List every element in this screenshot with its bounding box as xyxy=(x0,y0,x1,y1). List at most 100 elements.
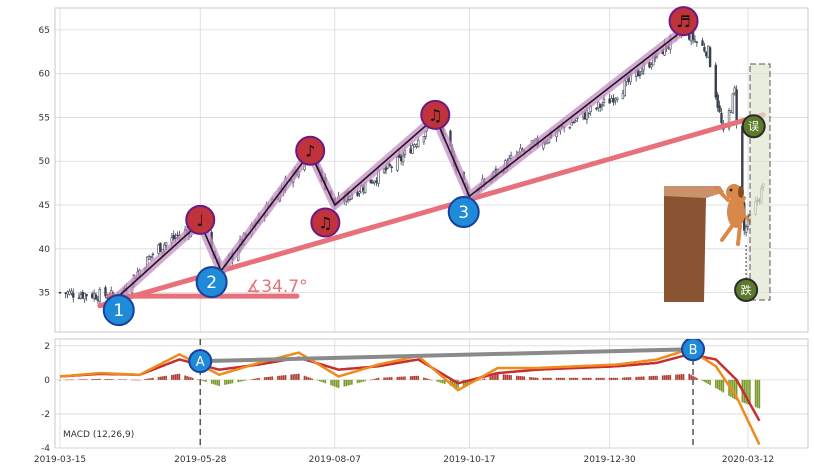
macd-histogram-bar xyxy=(390,377,393,380)
macd-histogram-bar xyxy=(692,375,694,380)
divergence-line xyxy=(198,347,696,364)
macd-histogram-bar xyxy=(411,376,414,380)
candle-body xyxy=(733,87,736,94)
macd-histogram-bar xyxy=(214,379,217,385)
candle-body xyxy=(403,149,407,155)
macd-histogram-bar xyxy=(64,379,67,381)
macd-histogram-bar xyxy=(442,379,444,384)
macd-histogram-bar xyxy=(203,379,205,382)
macd-histogram-bar xyxy=(265,377,268,380)
macd-histogram-bar xyxy=(171,374,173,380)
macd-histogram-bar xyxy=(85,379,88,380)
macd-histogram-bar xyxy=(732,379,734,399)
macd-histogram-bar xyxy=(267,376,270,380)
candle-body xyxy=(701,40,704,46)
candle-body xyxy=(597,101,600,109)
climber-tail xyxy=(743,214,752,224)
macd-histogram-bar xyxy=(627,377,630,380)
macd-histogram-bar xyxy=(570,377,573,380)
candle-body xyxy=(384,167,388,171)
candle-body xyxy=(716,94,719,108)
candle-body xyxy=(147,256,151,260)
macd-histogram-bar xyxy=(428,379,431,380)
macd-histogram-bar xyxy=(546,377,548,380)
macd-histogram-bar xyxy=(493,375,495,380)
macd-histogram-bar xyxy=(349,379,351,386)
macd-histogram-bar xyxy=(125,379,128,381)
macd-histogram-bar xyxy=(548,377,550,380)
macd-histogram-bar xyxy=(163,376,166,380)
candle-body xyxy=(94,294,98,300)
macd-histogram-bar xyxy=(747,379,749,405)
macd-histogram-bar xyxy=(572,377,575,380)
macd-histogram-bar xyxy=(656,375,658,380)
macd-histogram-bar xyxy=(601,377,603,380)
macd-histogram-bar xyxy=(239,379,241,382)
macd-histogram-bar xyxy=(150,378,152,380)
candle-body xyxy=(70,290,73,294)
macd-histogram-bar xyxy=(652,375,655,380)
macd-histogram-bar xyxy=(112,379,114,380)
macd-histogram-bar xyxy=(210,379,213,384)
macd-histogram-bar xyxy=(616,377,619,380)
macd-histogram-bar xyxy=(426,378,429,380)
macd-histogram-bar xyxy=(758,379,761,409)
cliff-shape xyxy=(664,186,724,302)
candle-body xyxy=(375,180,378,183)
green-marker-glyph: 误 xyxy=(748,120,759,133)
macd-histogram-bar xyxy=(212,379,215,385)
macd-histogram-bar xyxy=(443,379,446,384)
macd-histogram-bar xyxy=(387,377,389,380)
macd-histogram-bar xyxy=(224,379,226,385)
candle-body xyxy=(371,182,374,184)
candle-body xyxy=(705,51,708,57)
candle-body xyxy=(81,291,84,299)
candle-body xyxy=(572,122,575,124)
macd-histogram-bar xyxy=(479,379,482,381)
macd-histogram-bar xyxy=(371,379,374,380)
price-y-tick-label: 40 xyxy=(39,245,51,255)
macd-histogram-bar xyxy=(225,379,228,385)
macd-histogram-bar xyxy=(388,377,391,380)
candle-body xyxy=(598,104,602,108)
macd-histogram-bar xyxy=(309,377,311,380)
macd-histogram-bar xyxy=(481,379,484,380)
note-marker-circle xyxy=(310,207,341,238)
macd-histogram-bar xyxy=(625,377,628,380)
highlight-box xyxy=(749,63,771,301)
macd-histogram-bar xyxy=(296,373,298,380)
candle-body xyxy=(98,289,102,302)
macd-histogram-bar xyxy=(174,374,177,380)
macd-histogram-bar xyxy=(377,377,380,380)
price-y-tick-label: 65 xyxy=(39,26,50,36)
macd-histogram-bar xyxy=(284,375,287,380)
macd-histogram-bar xyxy=(178,373,181,380)
macd-histogram-bar xyxy=(280,375,283,380)
macd-histogram-bar xyxy=(635,376,637,380)
candle-body xyxy=(68,290,71,295)
macd-histogram-bar xyxy=(398,376,401,380)
macd-histogram-bar xyxy=(440,379,442,383)
cliff-edge xyxy=(664,186,724,198)
candle-body xyxy=(703,46,706,52)
macd-histogram-bar xyxy=(533,377,535,380)
macd-histogram-bar xyxy=(135,379,137,381)
macd-histogram-bar xyxy=(624,377,626,380)
macd-histogram-bar xyxy=(123,379,126,380)
macd-histogram-bar xyxy=(189,377,192,380)
macd-histogram-bar xyxy=(360,379,363,383)
macd-histogram-bar xyxy=(334,379,336,387)
macd-histogram-bar xyxy=(637,376,639,380)
macd-histogram-bar xyxy=(754,379,757,408)
candle-body xyxy=(64,292,67,294)
candle-body xyxy=(77,297,81,299)
macd-histogram-bar xyxy=(483,378,486,380)
candle-body xyxy=(91,293,94,299)
macd-histogram-bar xyxy=(256,378,258,380)
macd-histogram-bar xyxy=(504,374,507,380)
macd-histogram-bar xyxy=(733,379,736,400)
macd-histogram-bar xyxy=(351,379,353,385)
note-marker-glyph: ♩ xyxy=(196,211,204,230)
macd-histogram-bar xyxy=(345,379,347,387)
macd-histogram-bar xyxy=(108,379,111,380)
